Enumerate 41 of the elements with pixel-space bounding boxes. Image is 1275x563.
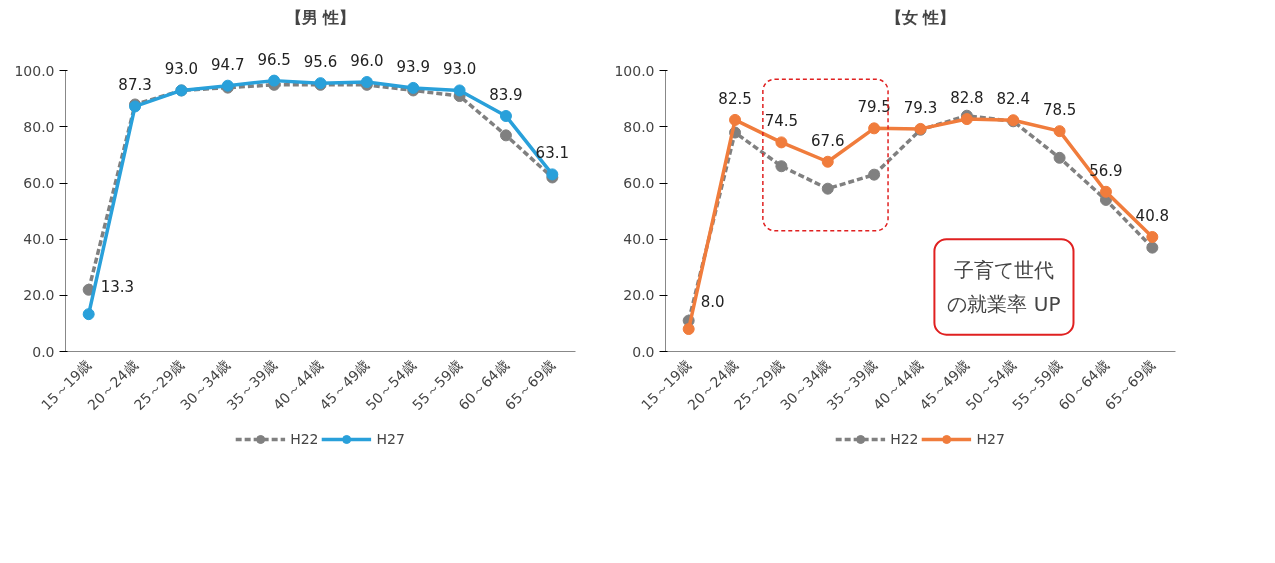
y-tick-label: 40.0	[623, 231, 655, 248]
data-label: 95.6	[303, 53, 338, 72]
y-tick-label: 60.0	[23, 175, 55, 192]
y-tick-label: 0.0	[632, 343, 655, 360]
y-tick-label: 40.0	[23, 231, 55, 248]
data-label: 74.5	[764, 112, 799, 131]
y-tick-label: 100.0	[14, 62, 55, 79]
data-label: 40.8	[1135, 206, 1170, 225]
data-label: 13.3	[100, 278, 135, 297]
annotation: 子育て世代の就業率 UP	[947, 258, 1061, 316]
data-label: 82.5	[718, 89, 752, 108]
data-label: 83.9	[489, 85, 523, 104]
data-label: 8.0	[700, 293, 725, 312]
data-label: 79.3	[903, 98, 938, 117]
data-label: 78.5	[1042, 101, 1077, 120]
data-label: 67.6	[811, 131, 845, 150]
data-label: 93.0	[164, 60, 199, 79]
legend-label: H27	[376, 431, 405, 447]
y-tick-label: 80.0	[23, 118, 55, 135]
data-label: 93.0	[442, 60, 477, 79]
data-label: 82.8	[950, 89, 984, 108]
chart-title: 【男 性】	[285, 7, 356, 27]
y-tick-label: 60.0	[623, 175, 655, 192]
data-label: 96.0	[350, 52, 384, 71]
chart-title: 【女 性】	[885, 7, 956, 27]
data-label: 87.3	[118, 76, 152, 95]
data-label: 93.9	[396, 57, 430, 76]
legend-label: H22	[890, 431, 919, 447]
legend-label: H27	[976, 431, 1005, 447]
data-label: 79.5	[857, 98, 891, 117]
data-label: 94.7	[211, 55, 245, 74]
data-label: 82.4	[996, 90, 1030, 109]
legend-label: H22	[290, 431, 319, 447]
data-label: 63.1	[535, 144, 570, 163]
y-tick-label: 80.0	[623, 118, 655, 135]
y-tick-label: 20.0	[623, 287, 655, 304]
data-label: 96.5	[257, 50, 291, 69]
y-tick-label: 100.0	[614, 62, 655, 79]
y-tick-label: 20.0	[23, 287, 55, 304]
data-label: 56.9	[1089, 161, 1123, 180]
y-tick-label: 0.0	[32, 343, 55, 360]
